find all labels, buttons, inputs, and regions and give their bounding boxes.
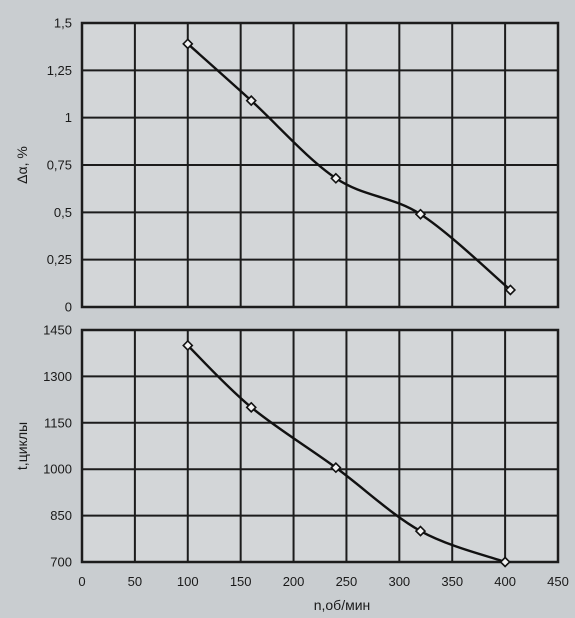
data-point xyxy=(245,94,257,107)
data-point xyxy=(414,208,427,220)
y-tick-label: 1300 xyxy=(43,369,72,384)
x-tick-label: 100 xyxy=(177,574,199,589)
y-tick-label: 850 xyxy=(50,508,72,523)
x-tick-label: 400 xyxy=(494,574,516,589)
data-point xyxy=(182,38,194,50)
y-tick-label: 1,5 xyxy=(54,16,72,31)
x-tick-label: 250 xyxy=(336,574,358,589)
y-tick-label: 0 xyxy=(65,300,72,315)
y-tick-label: 0,75 xyxy=(47,158,72,173)
x-tick-label: 150 xyxy=(230,574,252,589)
data-point xyxy=(330,172,342,184)
data-point xyxy=(182,339,194,352)
y-tick-label: 700 xyxy=(50,555,72,570)
x-tick-label: 450 xyxy=(547,574,569,589)
panel-delta-alpha: 0 0,25 0,5 0,75 1 1,25 1,5 Δα, % xyxy=(14,16,560,315)
plot-frame xyxy=(80,328,560,564)
y-tick-label: 1,25 xyxy=(47,63,72,78)
x-tick-label: 0 xyxy=(78,574,85,589)
y-tick-label: 0,25 xyxy=(47,252,72,267)
y-tick-label: 1 xyxy=(65,110,72,125)
y-axis-label: Δα, % xyxy=(14,146,30,184)
panel-cycles: 700 850 1000 1150 1300 1450 0 50 100 150 200 250 300… xyxy=(14,323,569,614)
y-axis-label: t,циклы xyxy=(14,422,30,470)
y-tick-label: 1000 xyxy=(43,462,72,477)
x-tick-label: 200 xyxy=(283,574,305,589)
x-axis-label: n,об/мин xyxy=(314,597,371,613)
data-point xyxy=(330,462,342,474)
x-tick-label: 300 xyxy=(388,574,410,589)
x-tick-label: 350 xyxy=(441,574,463,589)
y-tick-label: 1150 xyxy=(44,415,72,430)
data-point xyxy=(414,525,427,537)
y-tick-label: 0,5 xyxy=(54,205,72,220)
data-point xyxy=(245,401,257,413)
data-point xyxy=(499,556,511,568)
data-point xyxy=(504,284,517,296)
x-tick-label: 50 xyxy=(128,574,142,589)
y-tick-label: 1450 xyxy=(43,323,72,338)
